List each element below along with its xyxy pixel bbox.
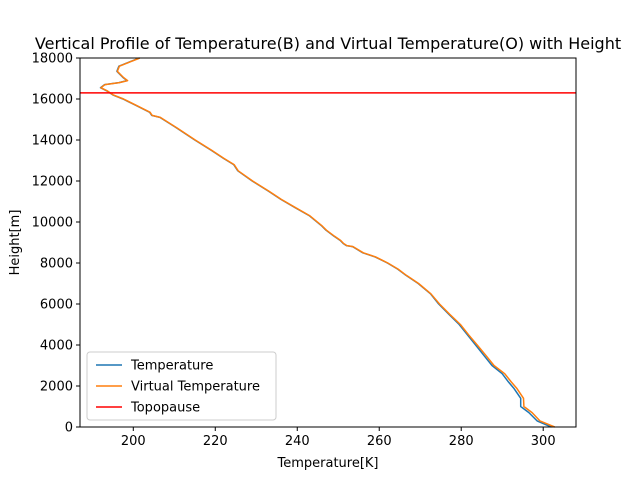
x-axis-ticks: 200 220 240 260 280 300 (121, 427, 556, 449)
axes-frame (79, 57, 577, 428)
x-tick-label: 200 (121, 434, 146, 449)
x-tick-label: 240 (285, 434, 310, 449)
y-tick-label: 6000 (40, 298, 73, 313)
chart-title: Vertical Profile of Temperature(B) and V… (35, 34, 621, 53)
y-tick-label: 12000 (32, 175, 73, 190)
y-tick-label: 18000 (32, 52, 73, 67)
x-tick-label: 260 (367, 434, 392, 449)
x-axis-title: Temperature[K] (276, 456, 378, 471)
y-tick-label: 10000 (32, 216, 73, 231)
x-tick-label: 300 (531, 434, 556, 449)
legend-box (86, 351, 277, 421)
y-tick-label: 14000 (32, 134, 73, 149)
y-tick-label: 0 (65, 421, 73, 436)
legend-label: Virtual Temperature (131, 380, 260, 395)
y-tick-label: 2000 (40, 380, 73, 395)
legend-items: Temperature Virtual Temperature Topopause (96, 359, 260, 416)
legend-label: Topopause (130, 401, 200, 416)
y-axis-ticks: 0 2000 4000 6000 8000 10000 12000 14000 16000 180… (32, 52, 80, 436)
series-layer (99, 57, 555, 428)
x-tick-label: 220 (203, 434, 228, 449)
y-tick-label: 8000 (40, 257, 73, 272)
legend: Temperature Virtual Temperature Topopause (86, 351, 277, 421)
y-tick-label: 16000 (32, 93, 73, 108)
y-axis-title: Height[m] (8, 210, 23, 276)
series-line-1 (100, 57, 555, 428)
y-tick-label: 4000 (40, 339, 73, 354)
legend-label: Temperature (130, 359, 213, 374)
x-tick-label: 280 (449, 434, 474, 449)
